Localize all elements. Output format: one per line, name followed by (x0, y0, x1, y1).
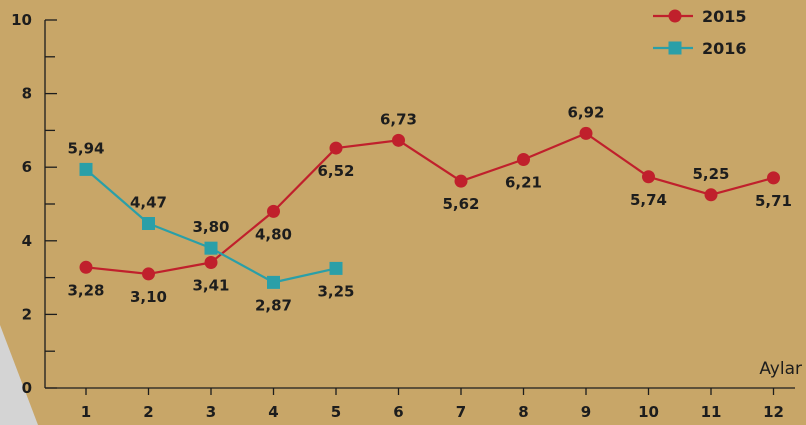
y-tick-label: 4 (22, 232, 32, 250)
data-label: 3,10 (130, 288, 167, 306)
data-label: 3,41 (192, 277, 229, 295)
x-tick-label: 10 (638, 403, 659, 421)
y-tick-label: 6 (22, 158, 32, 176)
x-tick-label: 9 (581, 403, 591, 421)
data-point (204, 256, 218, 270)
x-tick-label: 7 (456, 403, 466, 421)
x-tick-label: 2 (143, 403, 153, 421)
data-label: 4,80 (255, 225, 292, 243)
data-point (642, 170, 655, 184)
legend-label: 2016 (702, 39, 747, 58)
series-line-2015 (85, 132, 774, 276)
data-point (267, 204, 280, 218)
x-tick-label: 11 (701, 403, 722, 421)
data-point (704, 188, 718, 202)
data-label: 6,52 (317, 162, 354, 180)
data-point (204, 241, 218, 255)
page-curl-shadow (0, 325, 38, 425)
data-label: 3,28 (67, 281, 104, 299)
data-point (454, 174, 468, 188)
data-point (142, 267, 155, 281)
data-label: 3,25 (317, 282, 354, 300)
data-point (392, 133, 405, 147)
data-label: 5,62 (442, 195, 479, 213)
x-tick-label: 4 (268, 403, 278, 421)
y-tick-label: 0 (22, 379, 32, 397)
data-point (329, 141, 343, 155)
data-point (517, 152, 530, 166)
data-point (142, 217, 155, 231)
x-tick-label: 1 (81, 403, 91, 421)
x-tick-label: 5 (331, 403, 341, 421)
data-point (79, 162, 93, 176)
x-axis-title: Aylar (759, 359, 802, 379)
data-point (329, 261, 343, 275)
x-tick-label: 6 (393, 403, 403, 421)
data-point (267, 275, 280, 289)
legend-label: 2015 (702, 7, 747, 26)
data-label: 6,92 (567, 103, 604, 121)
legend-marker (668, 41, 682, 55)
data-label: 5,71 (755, 192, 792, 210)
legend-marker (668, 9, 682, 23)
x-tick-label: 12 (763, 403, 784, 421)
data-label: 3,80 (192, 218, 229, 236)
data-label: 6,73 (380, 110, 417, 128)
x-tick-label: 8 (518, 403, 528, 421)
data-point (767, 171, 780, 185)
data-label: 5,74 (630, 191, 667, 209)
data-point (79, 260, 93, 274)
data-label: 2,87 (255, 296, 292, 314)
data-label: 5,25 (692, 165, 729, 183)
y-tick-label: 2 (22, 305, 32, 323)
x-tick-label: 3 (206, 403, 216, 421)
y-tick-label: 8 (22, 85, 32, 103)
data-label: 5,94 (67, 139, 104, 157)
y-tick-label: 10 (11, 11, 32, 29)
data-point (579, 126, 593, 140)
data-label: 6,21 (505, 173, 542, 191)
data-label: 4,47 (130, 194, 167, 212)
